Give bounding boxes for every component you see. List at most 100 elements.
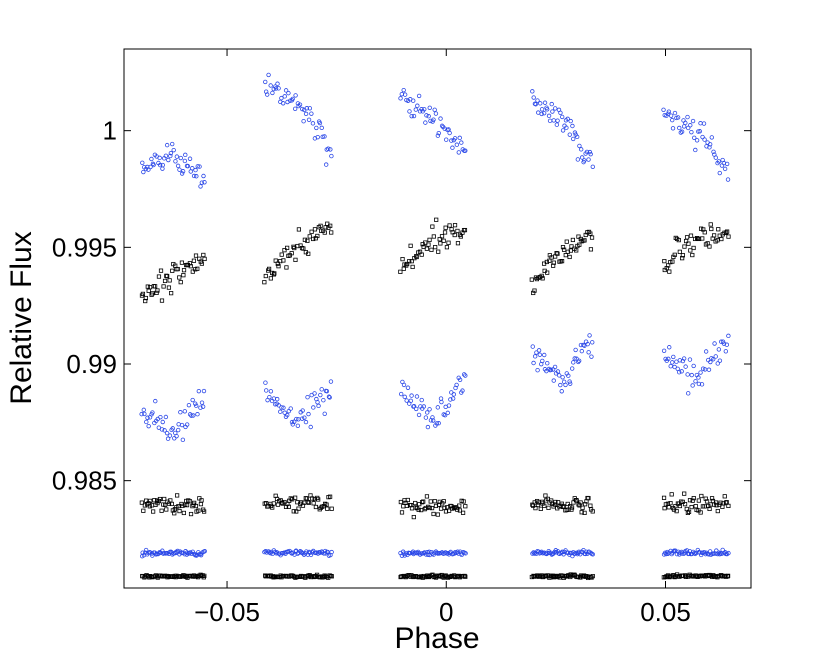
data-point-square bbox=[155, 288, 160, 293]
data-point-square bbox=[193, 503, 199, 509]
data-point-circle bbox=[552, 364, 558, 370]
data-point-circle bbox=[442, 413, 448, 418]
data-point-circle bbox=[311, 405, 316, 410]
data-point-circle bbox=[726, 333, 731, 339]
data-point-square bbox=[560, 245, 566, 250]
data-point-square bbox=[698, 226, 704, 231]
ticks-layer: −0.05 0 0.05 0.985 0.99 0.995 1 bbox=[52, 49, 751, 627]
data-point-circle bbox=[686, 551, 692, 557]
data-point-square bbox=[682, 491, 687, 496]
data-point-circle bbox=[179, 171, 185, 176]
data-point-circle bbox=[425, 424, 431, 430]
data-point-square bbox=[152, 498, 157, 503]
data-point-circle bbox=[416, 412, 422, 418]
data-point-square bbox=[704, 499, 710, 504]
data-point-circle bbox=[679, 369, 684, 374]
data-point-square bbox=[429, 247, 434, 252]
data-point-square bbox=[305, 499, 310, 505]
data-point-square bbox=[163, 502, 168, 507]
data-point-circle bbox=[568, 381, 573, 386]
data-point-square bbox=[178, 280, 183, 285]
data-point-circle bbox=[139, 411, 144, 417]
data-point-circle bbox=[716, 347, 722, 352]
data-point-circle bbox=[409, 393, 414, 398]
data-point-circle bbox=[273, 86, 279, 91]
data-point-circle bbox=[292, 419, 297, 424]
data-point-square bbox=[452, 223, 458, 228]
data-point-circle bbox=[282, 410, 287, 415]
data-point-circle bbox=[427, 105, 432, 110]
data-point-circle bbox=[300, 408, 305, 413]
data-point-square bbox=[726, 234, 731, 239]
data-point-circle bbox=[312, 391, 317, 396]
data-point-circle bbox=[175, 163, 181, 169]
data-point-square bbox=[698, 510, 703, 515]
data-point-square bbox=[413, 500, 418, 506]
data-point-square bbox=[441, 238, 446, 243]
data-point-square bbox=[148, 498, 153, 503]
data-point-square bbox=[444, 245, 450, 250]
data-point-circle bbox=[186, 402, 192, 408]
data-point-circle bbox=[426, 114, 431, 119]
data-point-circle bbox=[326, 146, 331, 151]
series-row3-blue-transit bbox=[139, 333, 731, 443]
data-point-square bbox=[544, 259, 549, 265]
data-point-circle bbox=[434, 421, 440, 426]
data-point-square bbox=[715, 508, 720, 514]
data-point-circle bbox=[329, 153, 334, 159]
data-point-circle bbox=[572, 130, 578, 135]
data-point-square bbox=[279, 500, 285, 505]
data-point-circle bbox=[165, 436, 171, 441]
data-point-square bbox=[428, 499, 433, 504]
data-point-circle bbox=[703, 349, 709, 354]
data-point-circle bbox=[187, 156, 193, 161]
x-axis-label: Phase bbox=[394, 622, 479, 655]
data-point-circle bbox=[414, 394, 420, 399]
data-point-circle bbox=[534, 350, 539, 355]
data-point-circle bbox=[328, 379, 334, 384]
data-point-circle bbox=[681, 356, 687, 361]
data-point-circle bbox=[410, 98, 416, 103]
data-point-square bbox=[723, 500, 729, 505]
data-point-square bbox=[438, 241, 443, 246]
data-point-square bbox=[199, 498, 204, 503]
data-point-circle bbox=[451, 392, 457, 397]
data-point-circle bbox=[450, 145, 455, 150]
data-point-square bbox=[433, 245, 438, 250]
data-point-circle bbox=[297, 102, 303, 107]
data-point-circle bbox=[713, 155, 718, 160]
data-point-square bbox=[399, 510, 405, 515]
data-point-circle bbox=[190, 397, 195, 403]
data-point-square bbox=[590, 574, 595, 579]
data-point-circle bbox=[178, 155, 183, 161]
data-point-circle bbox=[318, 392, 323, 398]
data-point-circle bbox=[151, 162, 156, 168]
series-row1-blue-transit bbox=[140, 72, 731, 189]
data-point-square bbox=[302, 237, 307, 242]
data-point-circle bbox=[191, 413, 196, 418]
data-point-circle bbox=[576, 359, 581, 365]
data-point-circle bbox=[304, 106, 310, 111]
data-point-circle bbox=[190, 166, 195, 171]
data-point-circle bbox=[570, 123, 575, 129]
data-point-circle bbox=[276, 86, 281, 91]
data-point-circle bbox=[717, 358, 723, 363]
data-point-circle bbox=[697, 129, 702, 134]
data-point-circle bbox=[168, 150, 174, 156]
data-point-square bbox=[684, 235, 690, 240]
data-point-square bbox=[546, 505, 551, 510]
data-point-square bbox=[582, 510, 587, 515]
data-point-square bbox=[436, 249, 441, 254]
data-point-circle bbox=[672, 110, 678, 116]
data-point-circle bbox=[146, 423, 151, 429]
data-point-circle bbox=[408, 398, 414, 404]
data-point-square bbox=[201, 252, 206, 258]
data-point-circle bbox=[321, 398, 326, 403]
data-point-square bbox=[291, 509, 296, 514]
data-point-circle bbox=[319, 387, 324, 392]
data-point-circle bbox=[574, 134, 580, 140]
data-point-square bbox=[300, 503, 306, 508]
data-point-circle bbox=[427, 407, 432, 412]
data-point-square bbox=[328, 494, 333, 499]
